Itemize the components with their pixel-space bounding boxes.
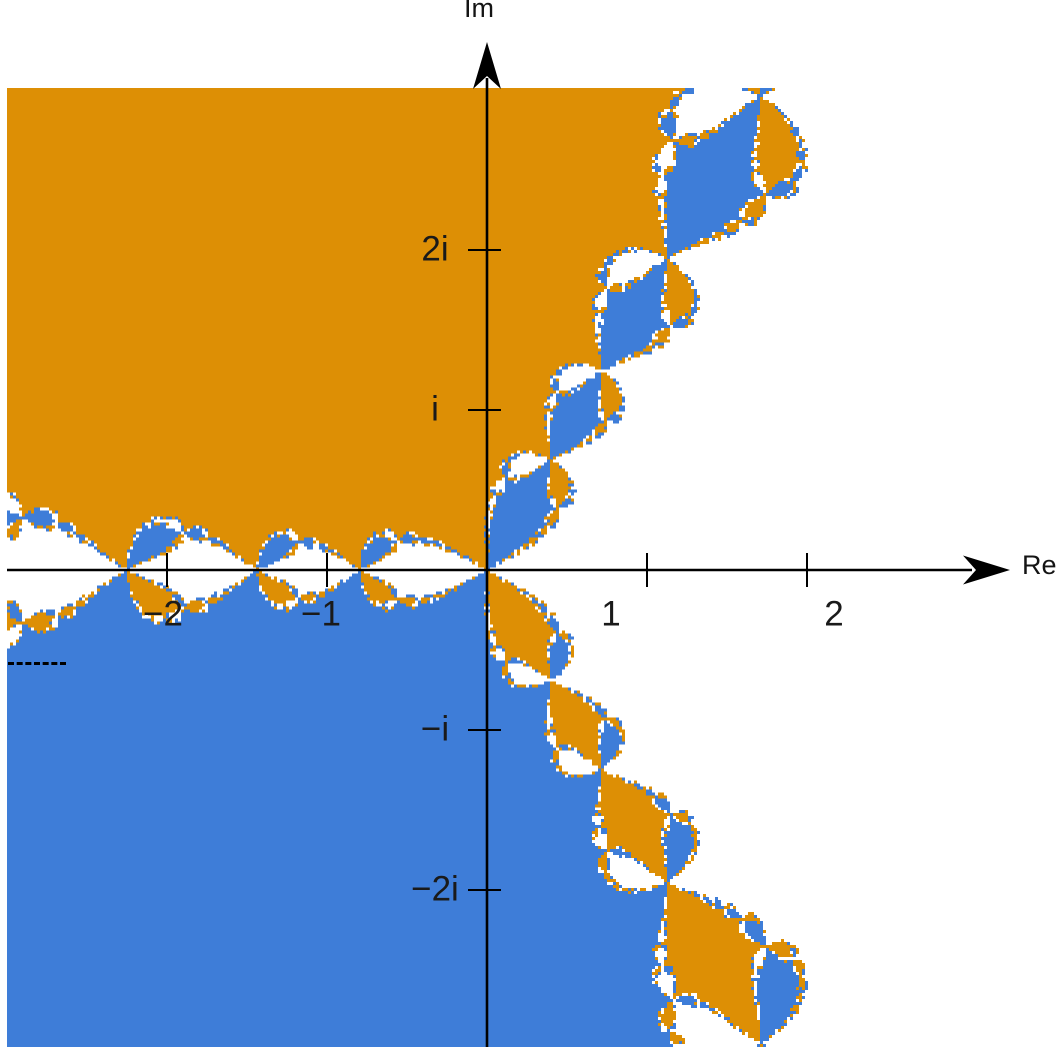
x-tick-label: 1 [601,594,621,634]
y-axis-label: Im [464,0,494,23]
x-tick-label: 2 [824,594,844,634]
y-tick-label: i [431,389,439,429]
y-tick-label: −2i [411,869,459,909]
artifact-dash [8,662,66,665]
x-axis-label: Re [1022,550,1057,580]
x-tick-label: −1 [301,594,341,634]
y-tick-label: 2i [421,229,449,269]
newton-fractal-canvas [7,88,1057,1047]
y-axis-arrowhead [473,42,501,89]
y-tick-label: −i [420,709,450,749]
x-tick-label: −2 [143,594,183,634]
